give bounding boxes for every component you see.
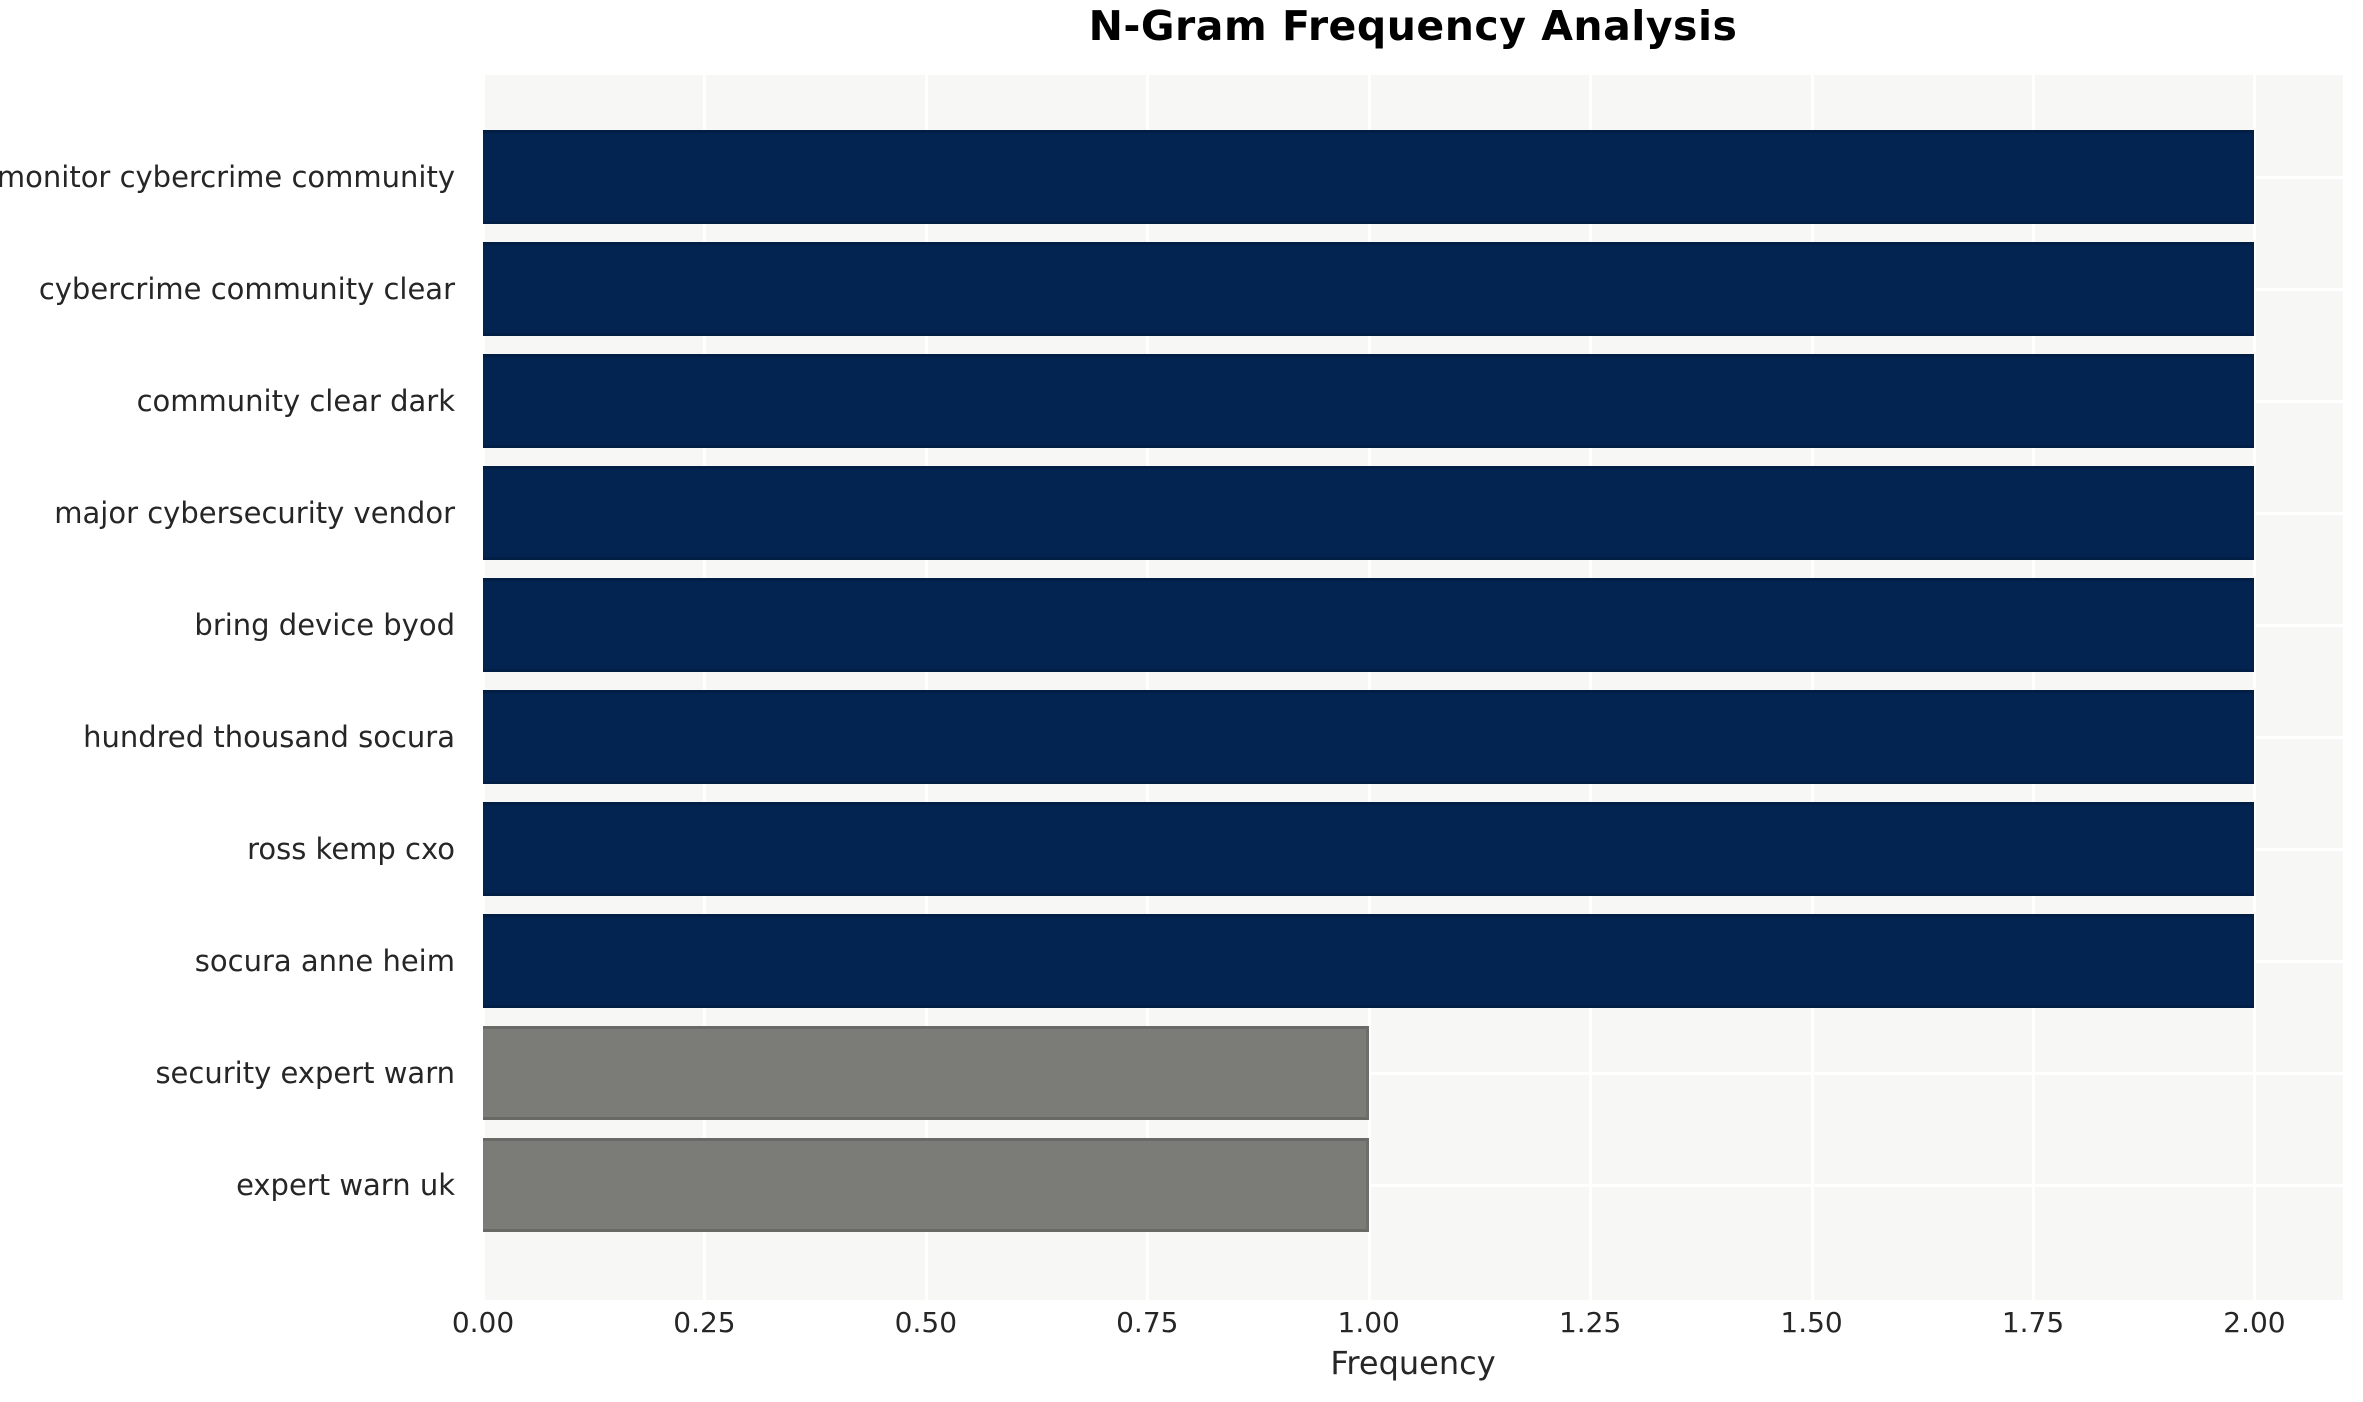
y-tick-label: hundred thousand socura [83, 720, 455, 754]
x-gridline [2032, 75, 2035, 1300]
x-gridline [2253, 75, 2257, 1300]
x-gridline [703, 75, 707, 1300]
x-tick-label: 0.25 [673, 1306, 736, 1339]
bar [483, 578, 2255, 672]
bar [483, 914, 2255, 1008]
x-tick-label: 0.75 [1116, 1306, 1179, 1339]
x-gridline [1367, 75, 1371, 1300]
x-gridline [1146, 75, 1150, 1300]
x-tick-label: 1.25 [1558, 1306, 1622, 1339]
bar-row [483, 121, 2343, 233]
bar [483, 130, 2255, 224]
bar [483, 802, 2255, 896]
bars-layer [483, 75, 2343, 1300]
y-tick-label: cybercrime community clear [38, 272, 455, 306]
y-gridline [483, 1184, 2343, 1187]
plot-area [482, 75, 2343, 1300]
x-tick-label: 1.50 [1780, 1306, 1843, 1339]
bar-row [483, 1017, 2343, 1129]
bar [483, 690, 2255, 784]
bar [483, 1138, 1369, 1232]
y-tick-label: bring device byod [194, 608, 455, 642]
x-tick-label: 0.00 [451, 1306, 515, 1339]
y-tick-label: expert warn uk [236, 1168, 455, 1202]
x-tick-label: 1.75 [2001, 1306, 2065, 1339]
x-gridline [1810, 75, 1814, 1300]
x-gridline [1589, 75, 1593, 1300]
y-tick-label: monitor cybercrime community [0, 160, 455, 194]
bar [483, 466, 2255, 560]
bar-row [483, 1129, 2343, 1241]
x-gridline [482, 75, 485, 1300]
bar-row [483, 569, 2343, 681]
x-tick-label: 1.00 [1337, 1306, 1400, 1339]
bar-row [483, 905, 2343, 1017]
x-axis-label: Frequency [1330, 1344, 1496, 1382]
bar [483, 1026, 1369, 1120]
bar-row [483, 793, 2343, 905]
bar-row [483, 345, 2343, 457]
y-tick-label: security expert warn [155, 1056, 455, 1090]
bar-row [483, 457, 2343, 569]
y-axis-labels: monitor cybercrime community cybercrime c… [0, 75, 469, 1300]
y-gridline [483, 1072, 2343, 1075]
y-tick-label: socura anne heim [194, 944, 455, 978]
y-tick-label: community clear dark [136, 384, 455, 418]
y-tick-label: ross kemp cxo [247, 832, 455, 866]
x-gridline [924, 75, 928, 1300]
x-axis-ticks: 0.00 0.25 0.50 0.75 1.00 1.25 1.50 1.75 2.00 [452, 1306, 2343, 1344]
bar-row [483, 233, 2343, 345]
bar [483, 242, 2255, 336]
x-tick-label: 0.50 [894, 1306, 958, 1339]
chart-title: N-Gram Frequency Analysis [1088, 2, 1738, 50]
bar [483, 354, 2255, 448]
y-tick-label: major cybersecurity vendor [54, 496, 455, 530]
x-tick-label: 2.00 [2223, 1306, 2286, 1339]
bar-row [483, 681, 2343, 793]
